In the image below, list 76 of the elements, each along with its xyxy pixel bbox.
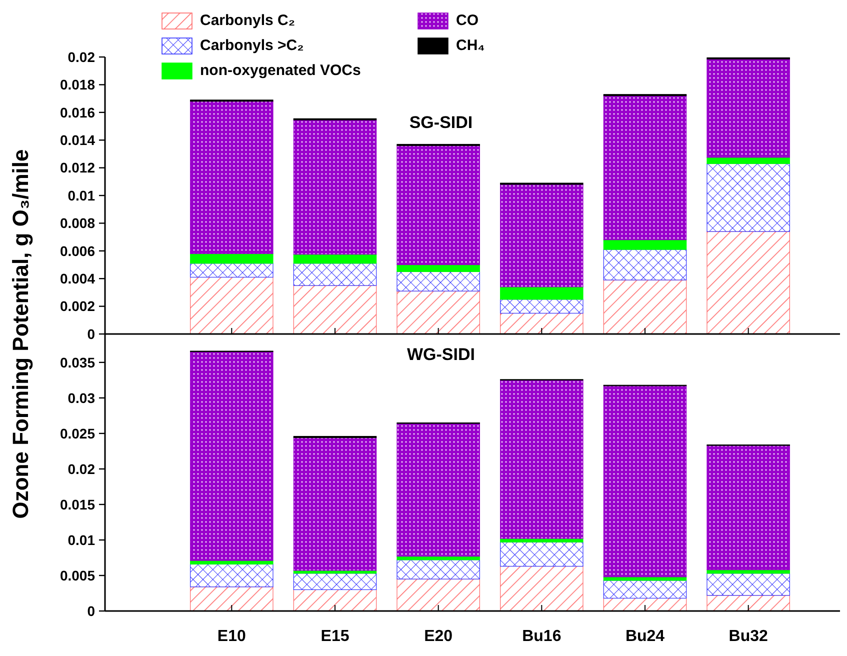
bar: [293, 254, 377, 264]
legend-label: non-oxygenated VOCs: [200, 62, 361, 79]
bar: [603, 95, 687, 240]
bar: [706, 445, 790, 570]
y-tick-label: 0.005: [60, 567, 96, 584]
bar: [500, 286, 584, 300]
bar: [396, 290, 480, 334]
bar: [190, 263, 274, 278]
y-tick-label: 0.016: [60, 104, 96, 120]
bar: [500, 566, 584, 612]
bar: [500, 299, 584, 314]
bar: [500, 542, 584, 567]
x-tick-label: Bu24: [625, 628, 665, 645]
y-tick-label: 0.02: [68, 460, 96, 477]
bar: [190, 276, 274, 334]
x-tick-label: Bu16: [522, 628, 562, 645]
bar: [190, 586, 274, 612]
y-tick-label: 0.02: [68, 48, 96, 65]
bar: [706, 163, 790, 232]
y-tick-label: 0.006: [60, 242, 96, 259]
bar: [500, 380, 584, 539]
bar: [603, 249, 687, 280]
y-tick-label: 0: [87, 602, 96, 619]
y-tick-label: 0.01: [68, 532, 96, 548]
bar: [293, 437, 377, 571]
y-tick-label: 0.004: [60, 270, 96, 286]
y-axis-title: Ozone Forming Potential, g O₃/mile: [8, 149, 33, 519]
text: SG-SIDI: [409, 113, 473, 132]
y-tick-label: 0.025: [60, 425, 96, 442]
y-tick-label: 0: [87, 326, 96, 342]
x-tick-label: Bu32: [728, 628, 768, 645]
y-tick-label: 0.014: [60, 132, 96, 148]
bar: [396, 271, 480, 292]
y-tick-label: 0.008: [60, 215, 96, 232]
legend-label: Carbonyls >C₂: [200, 37, 304, 54]
bar: [190, 564, 274, 588]
text: WG-SIDI: [407, 345, 475, 364]
bar: [706, 573, 790, 596]
y-tick-label: 0.018: [60, 76, 96, 93]
bar: [706, 157, 790, 164]
bar: [396, 145, 480, 266]
bar: [500, 184, 584, 288]
bar: [603, 598, 687, 612]
y-tick-label: 0.03: [68, 390, 96, 406]
bar: [293, 120, 377, 255]
bar: [603, 386, 687, 578]
bar: [396, 578, 480, 612]
bar: [706, 231, 790, 334]
bar: [396, 423, 480, 557]
bar: [603, 240, 687, 250]
bar: [603, 580, 687, 599]
bar: [190, 101, 274, 254]
bar: [190, 351, 274, 561]
y-tick-label: 0.015: [60, 496, 96, 512]
y-tick-label: 0.01: [68, 187, 96, 204]
y-tick-label: 0.012: [60, 160, 96, 176]
bar: [706, 58, 790, 158]
bar: [706, 595, 790, 612]
bar: [293, 589, 377, 612]
legend-label: CO: [456, 12, 479, 29]
bar: [603, 280, 687, 334]
bar: [396, 264, 480, 272]
x-tick-label: E10: [217, 628, 246, 645]
legend-label: Carbonyls C₂: [200, 12, 296, 29]
bar: [293, 573, 377, 590]
x-tick-label: E15: [320, 628, 350, 645]
bar: [500, 312, 584, 334]
bar: [190, 253, 274, 264]
x-tick-label: E20: [424, 628, 453, 645]
y-tick-label: 0.002: [60, 298, 96, 314]
y-tick-label: 0.035: [60, 354, 96, 370]
bar: [293, 263, 377, 286]
legend-label: CH₄: [456, 37, 485, 54]
bar: [293, 285, 377, 334]
bar: [396, 560, 480, 580]
bar: [603, 576, 687, 581]
